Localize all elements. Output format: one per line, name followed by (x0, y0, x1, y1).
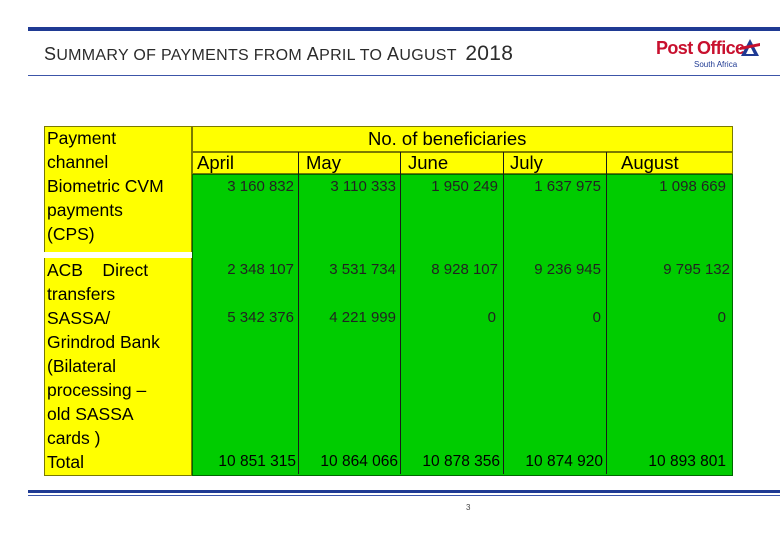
post-office-logo: Post Office South Africa (654, 36, 764, 76)
table-cell: 2 348 107 (227, 261, 294, 278)
table-cell: 1 637 975 (534, 178, 601, 195)
table-cell: 0 (717, 309, 726, 326)
title-part: S (44, 44, 57, 64)
months-header-bar (192, 152, 733, 174)
table-cell: 0 (592, 309, 601, 326)
month-header: August (621, 152, 679, 173)
logo-sub-text: South Africa (694, 60, 738, 69)
table-cell: 0 (487, 309, 496, 326)
table-cell: 4 221 999 (329, 309, 396, 326)
total-cell: 10 893 801 (648, 453, 726, 470)
row-label-line: payments (47, 200, 123, 220)
month-header: July (510, 152, 543, 173)
row-header-title-line: channel (47, 152, 109, 172)
table-cell: 8 928 107 (431, 261, 498, 278)
row-label-line: transfers (47, 284, 116, 304)
column-divider (400, 152, 401, 474)
row-label-line: ACB Direct (47, 260, 149, 280)
table-cell: 5 342 376 (227, 309, 294, 326)
group-header-bar (192, 126, 733, 152)
row-label-line: (Bilateral (47, 356, 117, 376)
group-header: No. of beneficiaries (368, 128, 527, 149)
title-year: 2018 (465, 42, 514, 65)
total-cell: 10 878 356 (422, 453, 500, 470)
row-label-line: SASSA/ (47, 308, 111, 328)
table-cell: 3 110 333 (330, 178, 396, 195)
row-label-line: old SASSA (47, 404, 134, 424)
month-header: June (408, 152, 449, 173)
row-label-line: cards ) (47, 428, 101, 448)
row-label-line: Grindrod Bank (47, 332, 160, 352)
title-part: PRIL TO (319, 47, 388, 64)
table-cell: 3 160 832 (227, 178, 294, 195)
row-label-line: (CPS) (47, 224, 95, 244)
row-label-line: Biometric CVM (47, 176, 164, 196)
data-body (192, 174, 733, 476)
top-rule-thin (28, 75, 780, 76)
table-cell: 9 795 132 (663, 261, 730, 278)
title-part: UMMARY OF PAYMENTS FROM (56, 47, 307, 64)
row-header-title-line: Payment (47, 128, 117, 148)
table-cell: 9 236 945 (534, 261, 601, 278)
column-divider (606, 152, 607, 474)
top-rule (28, 27, 780, 31)
row-label-line: processing – (47, 380, 147, 400)
title-part: A (387, 44, 400, 64)
table-cell: 1 098 669 (659, 178, 726, 195)
row-header-column (44, 126, 192, 476)
logo-main-text: Post Office (656, 38, 745, 58)
title-part: UGUST (399, 47, 457, 64)
bottom-rule (28, 490, 780, 493)
slide-title: SUMMARY OF PAYMENTS FROM APRIL TO AUGUST… (44, 38, 513, 70)
total-cell: 10 851 315 (218, 453, 296, 470)
row-separator (44, 252, 192, 258)
total-label: Total (47, 452, 84, 472)
table-cell: 3 531 734 (329, 261, 396, 278)
table-cell: 1 950 249 (431, 178, 498, 195)
month-header: April (197, 152, 235, 173)
bottom-rule-thin (28, 495, 780, 496)
month-header: May (306, 152, 341, 173)
total-cell: 10 864 066 (320, 453, 398, 470)
page-number: 3 (466, 503, 471, 512)
logo-flag-icon (740, 39, 760, 56)
total-cell: 10 874 920 (525, 453, 603, 470)
column-divider (503, 152, 504, 474)
column-divider (298, 152, 299, 474)
title-part: A (306, 44, 320, 64)
